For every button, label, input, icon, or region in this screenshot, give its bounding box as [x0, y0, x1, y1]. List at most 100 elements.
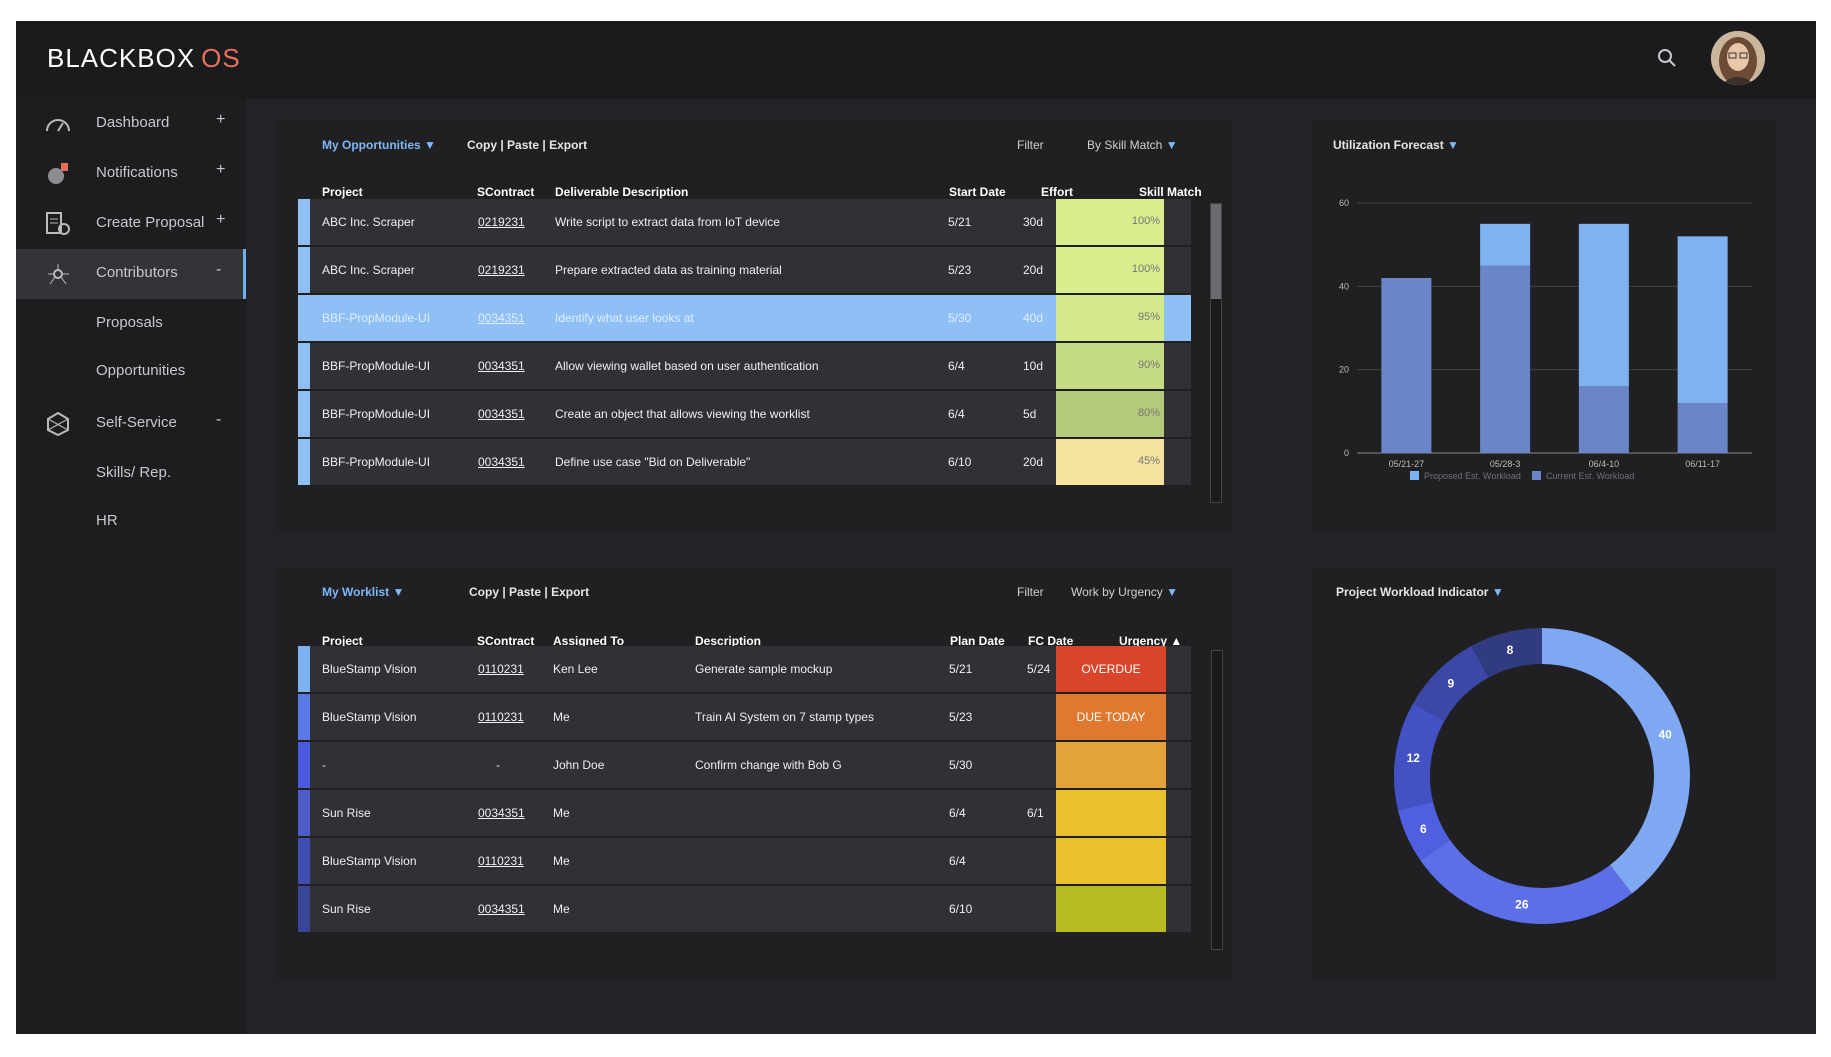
utilization-title-dropdown[interactable]: Utilization Forecast ▼ — [1333, 138, 1459, 152]
expand-toggle[interactable]: + — [216, 211, 226, 228]
col-urgency[interactable]: Urgency ▲ — [1119, 634, 1183, 648]
cell-plan-date: 5/21 — [949, 662, 973, 676]
cell-description: Write script to extract data from IoT de… — [555, 215, 780, 229]
bell-icon — [48, 163, 68, 184]
collapse-toggle[interactable]: - — [216, 411, 222, 428]
col-plan-date[interactable]: Plan Date — [950, 634, 1005, 648]
collapse-toggle[interactable]: - — [216, 261, 222, 278]
sidebar-subitem-skills[interactable]: Skills/ Rep. — [16, 449, 246, 497]
donut-slice[interactable] — [1471, 628, 1542, 678]
sidebar-subitem-opportunities[interactable]: Opportunities — [16, 347, 246, 395]
sidebar-subitem-hr[interactable]: HR — [16, 497, 246, 545]
cell-contract-link[interactable]: 0219231 — [478, 215, 525, 229]
bar-current[interactable] — [1381, 278, 1432, 453]
donut-slice[interactable] — [1398, 801, 1450, 861]
avatar[interactable] — [1711, 31, 1765, 85]
x-tick-label: 05/21-27 — [1389, 459, 1425, 469]
skill-match-cell: 100% — [1056, 247, 1164, 293]
col-effort[interactable]: Effort — [1041, 185, 1073, 199]
brand-logo[interactable]: BLACKBOX OS — [47, 43, 241, 73]
col-project[interactable]: Project — [322, 185, 363, 199]
cell-contract-link[interactable]: 0110231 — [478, 710, 524, 724]
table-row[interactable]: BBF-PropModule-UI 0034351 Define use case … — [298, 439, 1191, 485]
gauge-icon — [46, 119, 70, 132]
table-row[interactable]: BBF-PropModule-UI 0034351 Identify what us… — [298, 295, 1191, 341]
col-description[interactable]: Deliverable Description — [555, 185, 689, 199]
bar-proposed[interactable] — [1677, 236, 1728, 403]
cell-contract-link[interactable]: 0034351 — [478, 902, 525, 916]
table-row[interactable]: ABC Inc. Scraper 0219231 Prepare extracted… — [298, 247, 1191, 293]
donut-slice[interactable] — [1394, 703, 1445, 811]
cell-project: BlueStamp Vision — [322, 662, 417, 676]
col-contract[interactable]: SContract — [477, 634, 535, 648]
sidebar-item-label: Notifications — [96, 164, 178, 181]
slice-label: 12 — [1407, 751, 1421, 765]
col-contract[interactable]: SContract — [477, 185, 535, 199]
filter-dropdown[interactable]: By Skill Match ▼ — [1087, 138, 1178, 152]
col-project[interactable]: Project — [322, 634, 363, 648]
cell-contract-link[interactable]: 0110231 — [478, 854, 524, 868]
search-icon[interactable] — [1656, 47, 1678, 69]
filter-label[interactable]: Filter — [1017, 585, 1044, 599]
worklist-title-dropdown[interactable]: My Worklist ▼ — [322, 585, 405, 599]
table-row[interactable]: Sun Rise 0034351 Me 6/4 6/1 — [298, 790, 1191, 836]
copy-paste-export[interactable]: Copy | Paste | Export — [467, 138, 588, 152]
sidebar-item-dashboard[interactable]: Dashboard + — [16, 99, 246, 149]
bar-proposed[interactable] — [1480, 223, 1531, 266]
cell-description: Confirm change with Bob G — [695, 758, 842, 772]
cell-contract-link[interactable]: 0219231 — [478, 263, 525, 277]
filter-value: By Skill Match — [1087, 138, 1163, 152]
sidebar-item-notifications[interactable]: Notifications + — [16, 149, 246, 199]
bar-proposed[interactable] — [1578, 223, 1629, 387]
scrollbar[interactable] — [1211, 650, 1223, 950]
col-skill-match[interactable]: Skill Match — [1139, 185, 1202, 199]
cell-contract-link[interactable]: 0110231 — [478, 662, 524, 676]
cell-contract-link[interactable]: 0034351 — [478, 311, 525, 325]
bar-current[interactable] — [1677, 403, 1728, 453]
sidebar-item-contributors[interactable]: Contributors - — [16, 249, 246, 299]
bar-current[interactable] — [1480, 265, 1531, 454]
table-row[interactable]: BBF-PropModule-UI 0034351 Allow viewing wa… — [298, 343, 1191, 389]
table-row[interactable]: BlueStamp Vision 0110231 Me 6/4 — [298, 838, 1191, 884]
row-accent — [298, 886, 310, 932]
urgency-cell: DUE TODAY — [1056, 694, 1166, 740]
project-workload-panel: Project Workload Indicator ▼ 40 26 6 12 9 8 — [1312, 568, 1776, 978]
expand-toggle[interactable]: + — [216, 111, 226, 128]
opportunities-title-dropdown[interactable]: My Opportunities ▼ — [322, 138, 436, 152]
expand-toggle[interactable]: + — [216, 161, 226, 178]
sidebar-item-create-proposal[interactable]: Create Proposal + — [16, 199, 246, 249]
cell-effort: 20d — [1023, 455, 1044, 469]
filter-dropdown[interactable]: Work by Urgency ▼ — [1071, 585, 1178, 599]
table-row[interactable]: - - John Doe Confirm change with Bob G 5/30 — [298, 742, 1191, 788]
filter-label[interactable]: Filter — [1017, 138, 1044, 152]
bar-current[interactable] — [1578, 386, 1629, 453]
scroll-thumb[interactable] — [1211, 204, 1221, 299]
cell-contract-link[interactable]: 0034351 — [478, 359, 525, 373]
donut-slice[interactable] — [1420, 839, 1632, 924]
slice-label: 8 — [1507, 643, 1514, 657]
sidebar-subitem-proposals[interactable]: Proposals — [16, 299, 246, 347]
cell-contract-link[interactable]: 0034351 — [478, 455, 525, 469]
scrollbar[interactable] — [1210, 203, 1222, 503]
col-assigned-to[interactable]: Assigned To — [553, 634, 625, 648]
filter-value: Work by Urgency — [1071, 585, 1163, 599]
col-start-date[interactable]: Start Date — [949, 185, 1006, 199]
cell-contract-link[interactable]: 0034351 — [478, 407, 525, 421]
table-row[interactable]: ABC Inc. Scraper 0219231 Write script to e… — [298, 199, 1191, 245]
table-row[interactable]: BlueStamp Vision 0110231 Me Train AI System… — [298, 694, 1191, 740]
sidebar-item-self-service[interactable]: Self-Service - — [16, 399, 246, 449]
skill-match-cell: 80% — [1056, 391, 1164, 437]
workload-title-dropdown[interactable]: Project Workload Indicator ▼ — [1336, 585, 1504, 599]
col-fc-date[interactable]: FC Date — [1028, 634, 1074, 648]
slice-label: 40 — [1658, 727, 1672, 741]
cell-assigned-to: Me — [553, 854, 570, 868]
table-row[interactable]: BBF-PropModule-UI 0034351 Create an object… — [298, 391, 1191, 437]
table-row[interactable]: Sun Rise 0034351 Me 6/10 — [298, 886, 1191, 932]
donut-slice[interactable] — [1413, 645, 1489, 722]
urgency-cell — [1056, 790, 1166, 836]
copy-paste-export[interactable]: Copy | Paste | Export — [469, 585, 590, 599]
table-row[interactable]: BlueStamp Vision 0110231 Ken Lee Generate s… — [298, 646, 1191, 692]
col-description[interactable]: Description — [695, 634, 762, 648]
cell-contract-link[interactable]: 0034351 — [478, 806, 525, 820]
donut-slice[interactable] — [1542, 628, 1690, 894]
